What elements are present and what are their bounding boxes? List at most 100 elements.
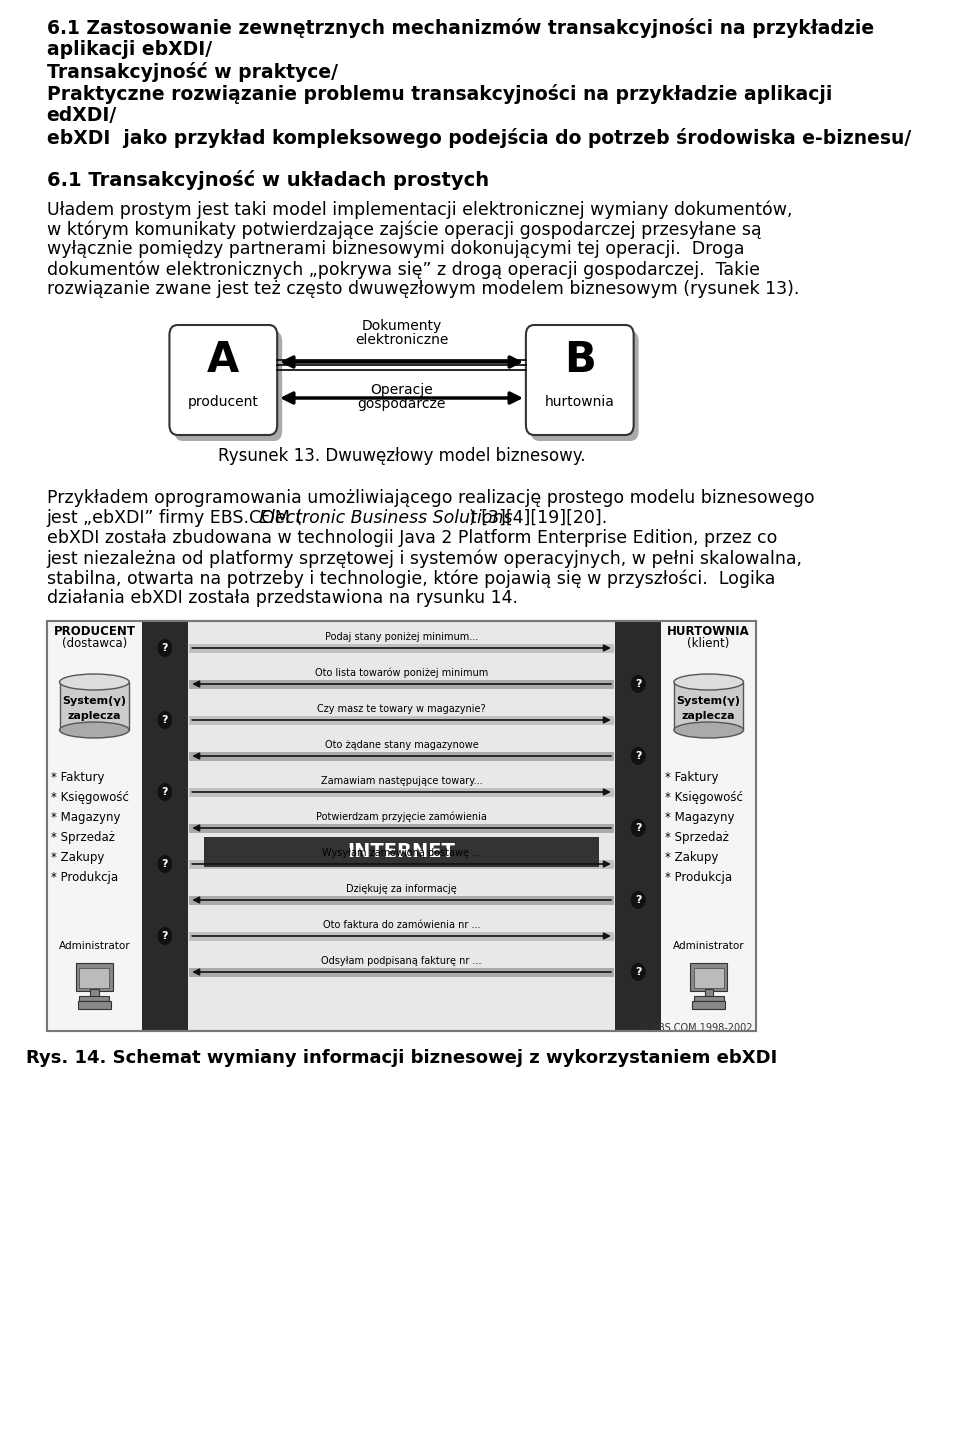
- Text: Oto żądane stany magazynowe: Oto żądane stany magazynowe: [324, 740, 478, 750]
- Text: Zamawiam następujące towary...: Zamawiam następujące towary...: [321, 776, 482, 786]
- Text: dokumentów elektronicznych „pokrywa się” z drogą operacji gospodarczej.  Takie: dokumentów elektronicznych „pokrywa się”…: [47, 261, 759, 278]
- Text: Administrator: Administrator: [59, 940, 131, 950]
- Bar: [90, 989, 99, 996]
- Text: aplikacji ebXDI/: aplikacji ebXDI/: [47, 40, 212, 59]
- Ellipse shape: [60, 674, 130, 690]
- Bar: [78, 1001, 111, 1009]
- Text: * Magazyny: * Magazyny: [665, 811, 734, 824]
- Circle shape: [631, 819, 646, 837]
- Text: zaplecza: zaplecza: [682, 711, 735, 721]
- Bar: [60, 683, 130, 730]
- Bar: [76, 963, 112, 991]
- Text: ?: ?: [635, 752, 641, 760]
- Text: Potwierdzam przyjęcie zamówienia: Potwierdzam przyjęcie zamówienia: [316, 812, 487, 822]
- Text: * Księgowość: * Księgowość: [665, 791, 743, 804]
- Text: ?: ?: [161, 860, 168, 868]
- Text: * Produkcja: * Produkcja: [665, 871, 732, 884]
- Text: Przykładem oprogramowania umożliwiającego realizację prostego modelu biznesowego: Przykładem oprogramowania umożliwiająceg…: [47, 490, 814, 507]
- Bar: [690, 963, 727, 991]
- Circle shape: [631, 675, 646, 693]
- Ellipse shape: [60, 721, 130, 739]
- Circle shape: [157, 783, 173, 801]
- Text: w którym komunikaty potwierdzające zajście operacji gospodarczej przesyłane są: w którym komunikaty potwierdzające zajśc…: [47, 220, 761, 239]
- Text: * Faktury: * Faktury: [665, 770, 719, 783]
- Text: * Produkcja: * Produkcja: [51, 871, 118, 884]
- Text: rozwiązanie zwane jest też często dwuwęzłowym modelem biznesowym (rysunek 13).: rozwiązanie zwane jest też często dwuwęz…: [47, 279, 799, 298]
- Circle shape: [631, 891, 646, 909]
- Circle shape: [157, 855, 173, 873]
- Text: * Sprzedaż: * Sprzedaż: [665, 831, 729, 844]
- Text: A: A: [207, 338, 239, 382]
- Text: hurtownia: hurtownia: [545, 395, 614, 409]
- Bar: [189, 932, 613, 940]
- Text: stabilna, otwarta na potrzeby i technologie, które pojawią się w przyszłości.  L: stabilna, otwarta na potrzeby i technolo…: [47, 569, 775, 588]
- Circle shape: [631, 963, 646, 981]
- Text: ?: ?: [635, 824, 641, 832]
- Text: System(γ): System(γ): [677, 696, 741, 706]
- Text: INTERNET: INTERNET: [348, 841, 455, 861]
- Text: ebXDI została zbudowana w technologii Java 2 Platform Enterprise Edition, przez : ebXDI została zbudowana w technologii Ja…: [47, 528, 777, 547]
- Bar: [189, 680, 613, 688]
- Text: ?: ?: [161, 788, 168, 796]
- Bar: [80, 968, 109, 988]
- Bar: [47, 621, 756, 1031]
- FancyBboxPatch shape: [526, 325, 634, 435]
- Text: Wysyłam zamówioną dostawę ...: Wysyłam zamówioną dostawę ...: [322, 848, 481, 858]
- Text: * Zakupy: * Zakupy: [665, 851, 718, 864]
- Bar: [674, 683, 743, 730]
- Bar: [142, 621, 187, 1031]
- FancyBboxPatch shape: [169, 325, 277, 435]
- Text: gospodarcze: gospodarcze: [357, 397, 445, 410]
- Text: Transakcyjność w praktyce/: Transakcyjność w praktyce/: [47, 62, 338, 82]
- Text: Oto lista towarów poniżej minimum: Oto lista towarów poniżej minimum: [315, 668, 489, 678]
- FancyBboxPatch shape: [175, 331, 282, 441]
- Text: zaplecza: zaplecza: [67, 711, 121, 721]
- Text: Electronic Business Solutions: Electronic Business Solutions: [259, 508, 513, 527]
- Text: * Zakupy: * Zakupy: [51, 851, 105, 864]
- Bar: [189, 752, 613, 760]
- Text: edXDI/: edXDI/: [47, 107, 117, 125]
- Text: Praktyczne rozwiązanie problemu transakcyjności na przykładzie aplikacji: Praktyczne rozwiązanie problemu transakc…: [47, 84, 832, 104]
- Text: PRODUCENT: PRODUCENT: [54, 625, 135, 638]
- Bar: [692, 1001, 725, 1009]
- Text: Rys. 14. Schemat wymiany informacji biznesowej z wykorzystaniem ebXDI: Rys. 14. Schemat wymiany informacji bizn…: [26, 1048, 778, 1067]
- Text: producent: producent: [188, 395, 259, 409]
- Circle shape: [157, 711, 173, 729]
- Text: 6.1 Zastosowanie zewnętrznych mechanizmów transakcyjności na przykładzie: 6.1 Zastosowanie zewnętrznych mechanizmó…: [47, 19, 874, 37]
- Bar: [694, 968, 724, 988]
- Text: ebXDI  jako przykład kompleksowego podejścia do potrzeb środowiska e-biznesu/: ebXDI jako przykład kompleksowego podejś…: [47, 128, 911, 148]
- Text: wyłącznie pomiędzy partnerami biznesowymi dokonującymi tej operacji.  Droga: wyłącznie pomiędzy partnerami biznesowym…: [47, 240, 744, 258]
- Circle shape: [631, 747, 646, 765]
- Text: działania ebXDI została przedstawiona na rysunku 14.: działania ebXDI została przedstawiona na…: [47, 589, 517, 608]
- Text: System(γ): System(γ): [62, 696, 127, 706]
- Text: * Księgowość: * Księgowość: [51, 791, 129, 804]
- Bar: [705, 989, 713, 996]
- Text: B: B: [564, 338, 595, 382]
- Text: Podaj stany poniżej minimum...: Podaj stany poniżej minimum...: [324, 632, 478, 642]
- Text: * Sprzedaż: * Sprzedaż: [51, 831, 115, 844]
- FancyBboxPatch shape: [531, 331, 638, 441]
- Text: Dziękuję za informację: Dziękuję za informację: [347, 884, 457, 894]
- Ellipse shape: [674, 674, 743, 690]
- Text: ?: ?: [635, 680, 641, 688]
- Circle shape: [157, 927, 173, 945]
- Text: Uładem prostym jest taki model implementacji elektronicznej wymiany dokumentów,: Uładem prostym jest taki model implement…: [47, 200, 792, 219]
- Text: Operacje: Operacje: [371, 383, 433, 397]
- Ellipse shape: [674, 721, 743, 739]
- Text: ?: ?: [635, 968, 641, 976]
- Bar: [189, 824, 613, 832]
- Bar: [189, 860, 613, 868]
- Bar: [47, 621, 756, 1031]
- Text: Rysunek 13. Dwuwęzłowy model biznesowy.: Rysunek 13. Dwuwęzłowy model biznesowy.: [218, 446, 586, 465]
- Text: Odsyłam podpisaną fakturę nr ...: Odsyłam podpisaną fakturę nr ...: [322, 956, 482, 966]
- Text: Administrator: Administrator: [673, 940, 745, 950]
- Bar: [47, 621, 142, 1031]
- Bar: [694, 996, 724, 1001]
- Bar: [189, 968, 613, 976]
- Text: jest niezależna od platformy sprzętowej i systemów operacyjnych, w pełni skalowa: jest niezależna od platformy sprzętowej …: [47, 549, 803, 567]
- Text: elektroniczne: elektroniczne: [355, 333, 448, 347]
- Text: ?: ?: [161, 716, 168, 724]
- Bar: [661, 621, 756, 1031]
- Bar: [189, 716, 613, 724]
- Text: 6.1 Transakcyjność w układach prostych: 6.1 Transakcyjność w układach prostych: [47, 170, 489, 190]
